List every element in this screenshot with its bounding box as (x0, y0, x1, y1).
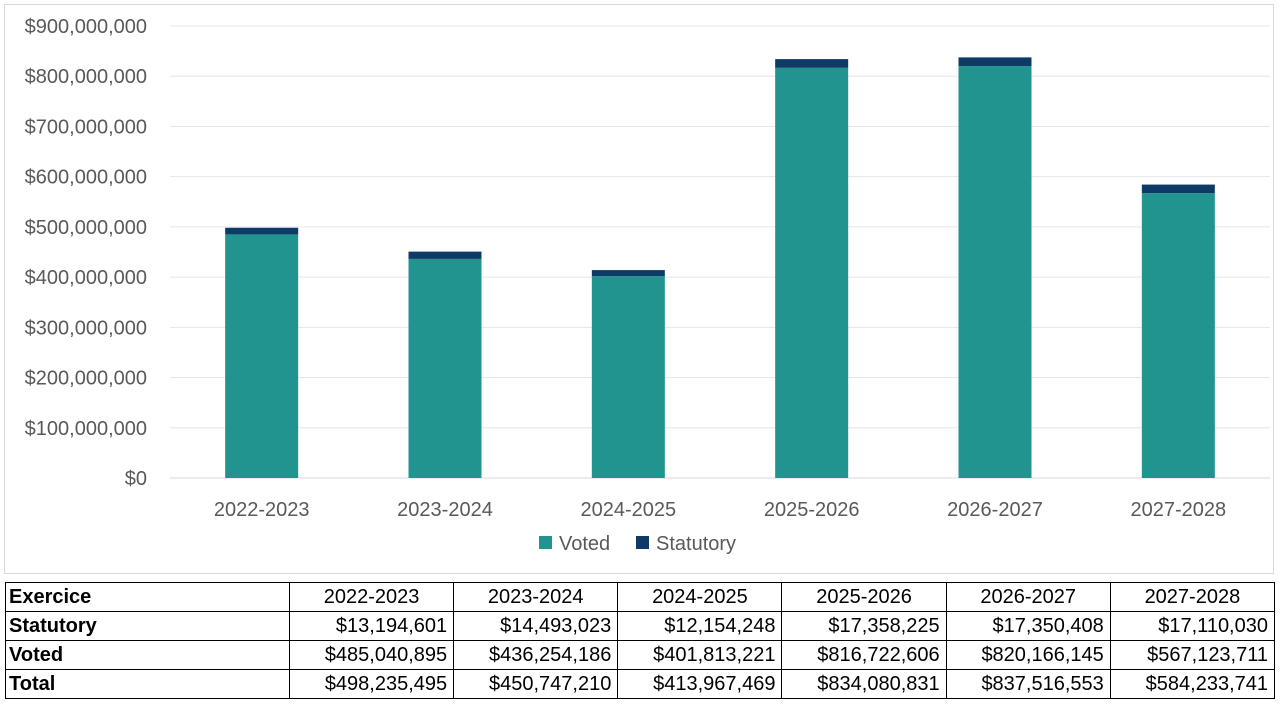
y-tick-label: $600,000,000 (25, 167, 147, 189)
bar-voted-2022-2023 (225, 234, 299, 478)
table-cell: $14,493,023 (453, 611, 619, 641)
table-row-label: Statutory (5, 611, 290, 641)
table-cell: $498,235,495 (288, 669, 455, 699)
bar-voted-2026-2027 (958, 66, 1032, 479)
table-row: Total $498,235,495 $450,747,210 $413,967,46… (5, 669, 1276, 699)
stacked-bar-chart: $0 $100,000,000 $200,000,000 $300,000,000 $4… (25, 16, 1270, 555)
table-cell: $17,110,030 (1109, 611, 1276, 641)
x-tick-label: 2026-2027 (947, 499, 1043, 521)
bar-statutory-2026-2027 (958, 57, 1032, 67)
x-tick-label: 2027-2028 (1131, 499, 1227, 521)
table-row: Voted $485,040,895 $436,254,186 $401,813,22… (5, 640, 1276, 670)
x-axis-ticks: 2022-2023 2023-2024 2024-2025 2025-2026 2026… (214, 499, 1226, 521)
data-table: Exercice 2022-2023 2023-2024 2024-2025 2025-… (5, 582, 1276, 699)
y-tick-label: $0 (125, 468, 147, 490)
table-column-header: 2027-2028 (1109, 582, 1276, 612)
table-cell: $13,194,601 (288, 611, 455, 641)
y-tick-label: $400,000,000 (25, 267, 147, 289)
y-tick-label: $700,000,000 (25, 116, 147, 138)
y-tick-label: $100,000,000 (25, 418, 147, 440)
bar-voted-2027-2028 (1141, 193, 1215, 479)
legend-label-statutory: Statutory (656, 533, 736, 555)
bar-voted-2023-2024 (408, 258, 482, 478)
table-cell: $834,080,831 (781, 669, 947, 699)
table-cell: $12,154,248 (617, 611, 783, 641)
bar-statutory-2027-2028 (1141, 184, 1215, 194)
table-row: Statutory $13,194,601 $14,493,023 $12,154,2… (5, 611, 1276, 641)
x-tick-label: 2025-2026 (764, 499, 860, 521)
y-tick-label: $900,000,000 (25, 16, 147, 38)
table-cell: $450,747,210 (453, 669, 619, 699)
table-column-header: 2024-2025 (617, 582, 783, 612)
table-row-label: Voted (5, 640, 290, 670)
bar-statutory-2023-2024 (408, 251, 482, 259)
table-cell: $837,516,553 (945, 669, 1111, 699)
x-tick-label: 2023-2024 (397, 499, 493, 521)
table-header-row: Exercice 2022-2023 2023-2024 2024-2025 2025-… (5, 582, 1276, 612)
x-tick-label: 2022-2023 (214, 499, 310, 521)
bar-statutory-2024-2025 (591, 270, 665, 277)
table-cell: $401,813,221 (617, 640, 783, 670)
table-column-header: 2025-2026 (781, 582, 947, 612)
table-row-label: Total (5, 669, 290, 699)
bar-statutory-2025-2026 (775, 59, 849, 68)
table-cell: $584,233,741 (1109, 669, 1276, 699)
y-tick-label: $500,000,000 (25, 217, 147, 239)
table-cell: $17,358,225 (781, 611, 947, 641)
table-column-header: 2026-2027 (945, 582, 1111, 612)
table-cell: $820,166,145 (945, 640, 1111, 670)
chart-area: $0 $100,000,000 $200,000,000 $300,000,000 $4… (4, 4, 1274, 574)
table-cell: $413,967,469 (617, 669, 783, 699)
bar-voted-2025-2026 (775, 67, 849, 478)
legend-swatch-statutory (636, 536, 649, 549)
bars (225, 57, 1215, 479)
table-column-header: 2022-2023 (288, 582, 455, 612)
y-tick-label: $800,000,000 (25, 66, 147, 88)
gridlines (170, 25, 1270, 479)
table-cell: $816,722,606 (781, 640, 947, 670)
legend-swatch-voted (539, 536, 552, 549)
table-cell: $485,040,895 (288, 640, 455, 670)
y-tick-label: $300,000,000 (25, 317, 147, 339)
table-cell: $436,254,186 (453, 640, 619, 670)
bar-voted-2024-2025 (591, 276, 665, 478)
table-cell: $17,350,408 (945, 611, 1111, 641)
y-axis-ticks: $0 $100,000,000 $200,000,000 $300,000,000 $4… (25, 16, 147, 490)
legend-label-voted: Voted (559, 533, 610, 555)
legend: Voted Statutory (539, 533, 736, 555)
table-cell: $567,123,711 (1109, 640, 1276, 670)
x-tick-label: 2024-2025 (581, 499, 677, 521)
y-tick-label: $200,000,000 (25, 368, 147, 390)
table-header-label: Exercice (5, 582, 290, 612)
bar-statutory-2022-2023 (225, 227, 299, 235)
table-column-header: 2023-2024 (453, 582, 619, 612)
